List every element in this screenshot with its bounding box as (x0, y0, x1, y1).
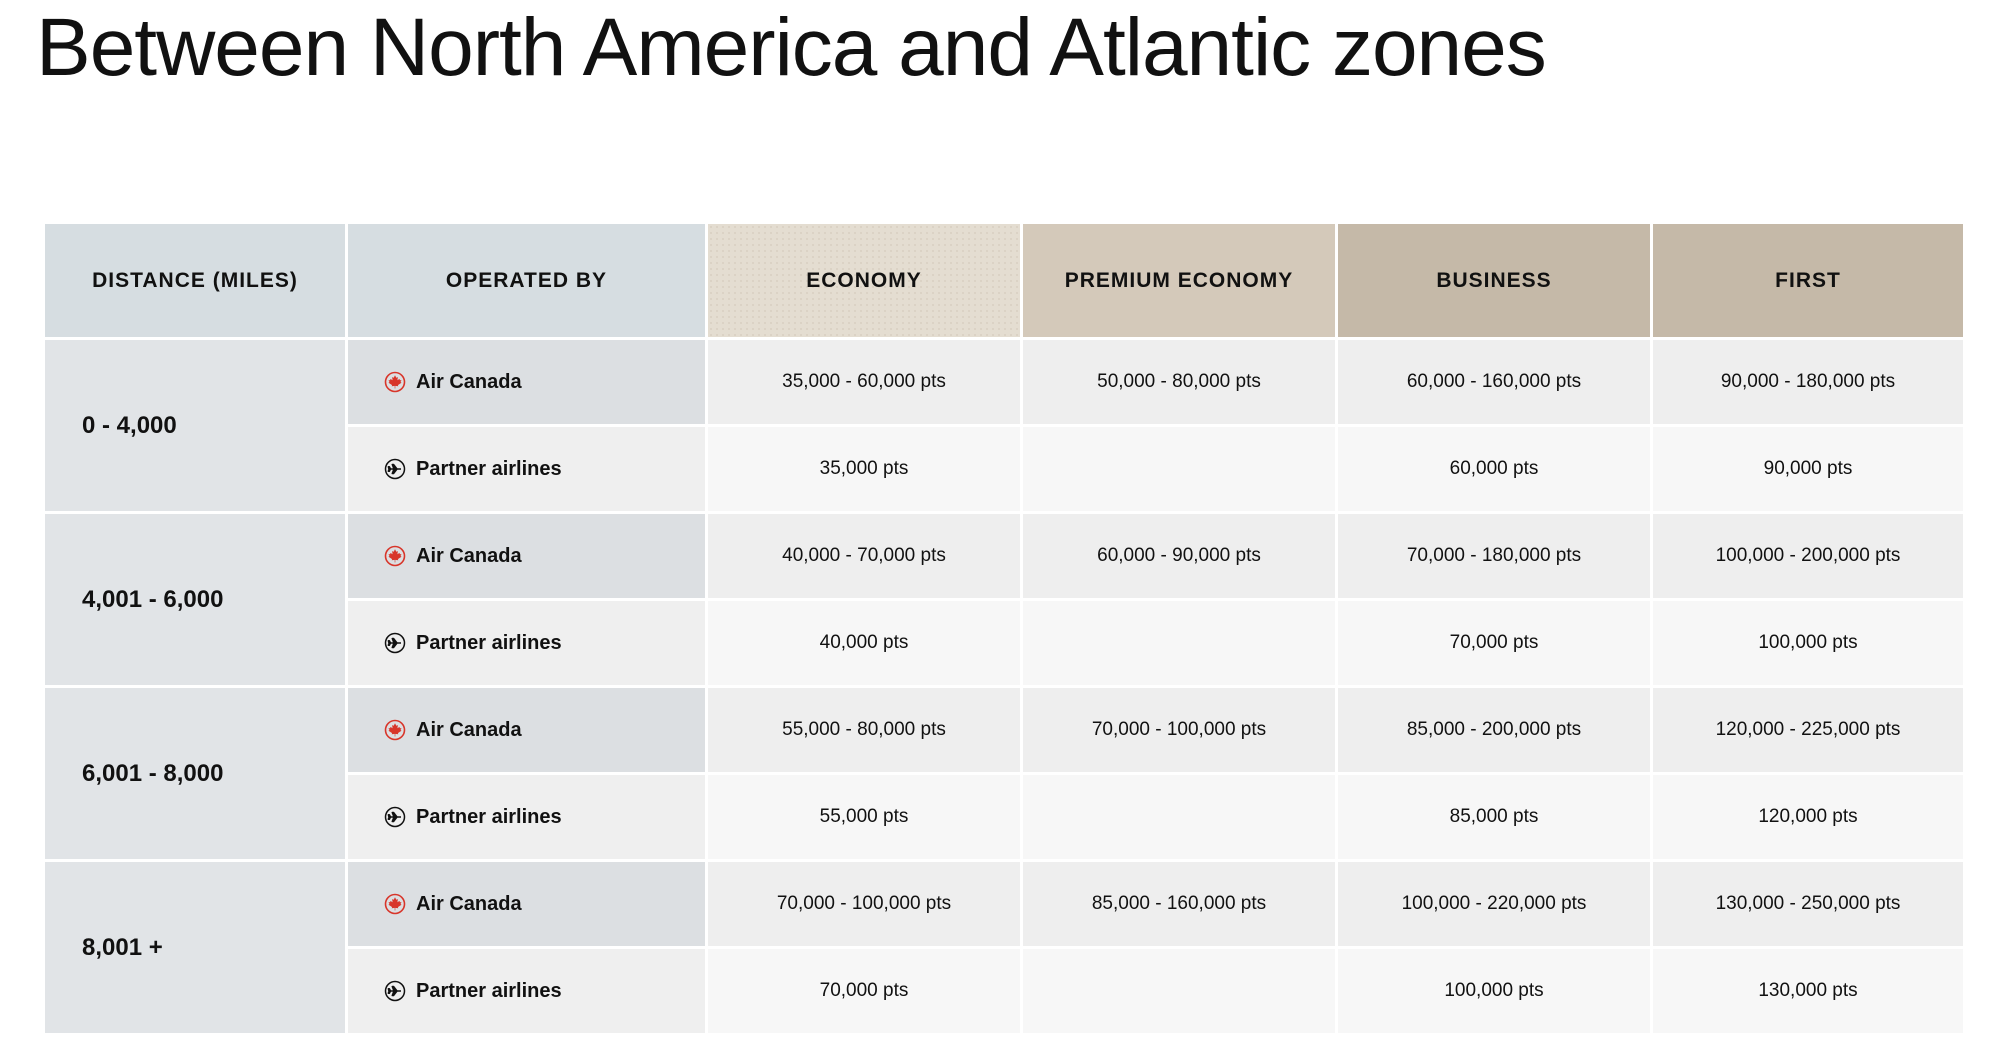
premium-economy-cell (1023, 427, 1335, 511)
operator-label: Partner airlines (416, 805, 562, 828)
header-operated-by: OPERATED BY (348, 224, 705, 337)
header-business: BUSINESS (1338, 224, 1650, 337)
operator-label: Air Canada (416, 370, 522, 393)
business-cell: 100,000 pts (1338, 949, 1650, 1033)
business-cell: 85,000 pts (1338, 775, 1650, 859)
operator-cell: Air Canada (348, 862, 705, 946)
operator-label: Air Canada (416, 718, 522, 741)
economy-cell: 55,000 pts (708, 775, 1020, 859)
business-cell: 60,000 pts (1338, 427, 1650, 511)
first-cell: 120,000 pts (1653, 775, 1963, 859)
plane-circle-icon (384, 806, 406, 828)
operator-label: Air Canada (416, 544, 522, 567)
premium-economy-cell (1023, 601, 1335, 685)
operator-cell: Air Canada (348, 514, 705, 598)
maple-leaf-icon (384, 719, 406, 741)
header-distance: DISTANCE (MILES) (45, 224, 345, 337)
operator-cell: Partner airlines (348, 427, 705, 511)
first-cell: 130,000 - 250,000 pts (1653, 862, 1963, 946)
operator-label: Partner airlines (416, 457, 562, 480)
business-cell: 70,000 pts (1338, 601, 1650, 685)
premium-economy-cell (1023, 775, 1335, 859)
operator-label: Air Canada (416, 892, 522, 915)
business-cell: 85,000 - 200,000 pts (1338, 688, 1650, 772)
maple-leaf-icon (384, 371, 406, 393)
operator-cell: Air Canada (348, 688, 705, 772)
operator-cell: Partner airlines (348, 949, 705, 1033)
first-cell: 100,000 pts (1653, 601, 1963, 685)
first-cell: 120,000 - 225,000 pts (1653, 688, 1963, 772)
premium-economy-cell: 70,000 - 100,000 pts (1023, 688, 1335, 772)
premium-economy-cell (1023, 949, 1335, 1033)
economy-cell: 70,000 - 100,000 pts (708, 862, 1020, 946)
premium-economy-cell: 85,000 - 160,000 pts (1023, 862, 1335, 946)
economy-cell: 40,000 - 70,000 pts (708, 514, 1020, 598)
operator-label: Partner airlines (416, 979, 562, 1002)
fare-table: DISTANCE (MILES) OPERATED BY ECONOMY PRE… (45, 224, 1963, 1033)
economy-cell: 55,000 - 80,000 pts (708, 688, 1020, 772)
economy-cell: 40,000 pts (708, 601, 1020, 685)
plane-circle-icon (384, 632, 406, 654)
business-cell: 100,000 - 220,000 pts (1338, 862, 1650, 946)
operator-cell: Air Canada (348, 340, 705, 424)
operator-label: Partner airlines (416, 631, 562, 654)
operator-cell: Partner airlines (348, 601, 705, 685)
distance-cell: 8,001 + (45, 862, 345, 1033)
economy-cell: 70,000 pts (708, 949, 1020, 1033)
header-economy: ECONOMY (708, 224, 1020, 337)
plane-circle-icon (384, 980, 406, 1002)
distance-cell: 0 - 4,000 (45, 340, 345, 511)
first-cell: 130,000 pts (1653, 949, 1963, 1033)
first-cell: 100,000 - 200,000 pts (1653, 514, 1963, 598)
distance-cell: 4,001 - 6,000 (45, 514, 345, 685)
business-cell: 70,000 - 180,000 pts (1338, 514, 1650, 598)
business-cell: 60,000 - 160,000 pts (1338, 340, 1650, 424)
maple-leaf-icon (384, 545, 406, 567)
plane-circle-icon (384, 458, 406, 480)
first-cell: 90,000 - 180,000 pts (1653, 340, 1963, 424)
maple-leaf-icon (384, 893, 406, 915)
premium-economy-cell: 60,000 - 90,000 pts (1023, 514, 1335, 598)
first-cell: 90,000 pts (1653, 427, 1963, 511)
page-title: Between North America and Atlantic zones (36, 2, 1547, 93)
economy-cell: 35,000 - 60,000 pts (708, 340, 1020, 424)
operator-cell: Partner airlines (348, 775, 705, 859)
distance-cell: 6,001 - 8,000 (45, 688, 345, 859)
premium-economy-cell: 50,000 - 80,000 pts (1023, 340, 1335, 424)
economy-cell: 35,000 pts (708, 427, 1020, 511)
header-first: FIRST (1653, 224, 1963, 337)
header-premium-economy: PREMIUM ECONOMY (1023, 224, 1335, 337)
